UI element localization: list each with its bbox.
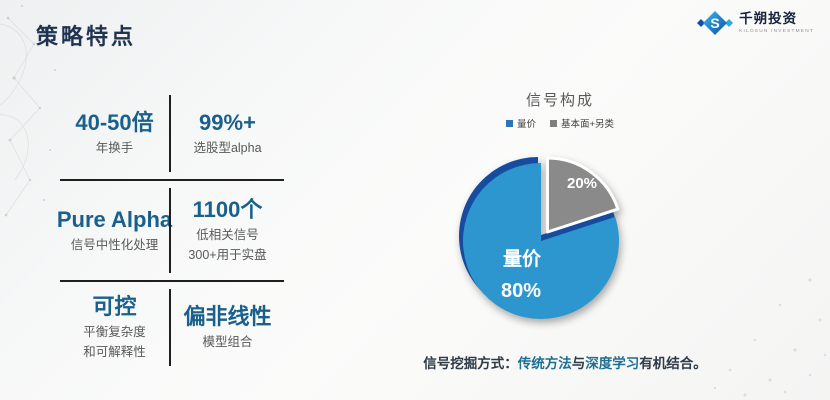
legend-item-fundamental: 基本面+另类 — [549, 116, 614, 130]
vertical-divider — [169, 95, 171, 172]
page-title: 策略特点 — [36, 24, 137, 49]
strategy-stats-grid: 40-50倍 年换手 99%+ 选股型alpha Pure Alpha 信号中性… — [56, 88, 284, 373]
horizontal-divider — [60, 280, 284, 282]
logo-diamond-icon: S — [697, 11, 734, 35]
signal-mining-caption: 信号挖掘方式：传统方法与深度学习有机结合。 — [423, 356, 707, 371]
stat-label: 和可解释性 — [83, 344, 146, 359]
chart-title: 信号构成 — [525, 92, 594, 109]
stat-label: 300+用于实盘 — [188, 247, 267, 262]
stat-label: 模型组合 — [202, 334, 253, 349]
pie-label-gray-percent: 20% — [567, 175, 597, 192]
stat-nonlinear: 偏非线性 模型组合 — [171, 282, 284, 373]
pie-slice-volume-price — [462, 163, 619, 319]
stat-alpha-type: 99%+ 选股型alpha — [171, 88, 284, 179]
stat-value: Pure Alpha — [56, 207, 173, 233]
legend-swatch-gray-icon — [549, 119, 557, 127]
stat-value: 偏非线性 — [183, 304, 272, 330]
signal-composition-pie-chart: 量价 80% 20% — [458, 156, 620, 319]
pie-slice-fundamental — [546, 156, 620, 234]
stat-controllable: 可控 平衡复杂度 和可解释性 — [60, 282, 169, 373]
logo-company-name: 千朔投资 — [739, 11, 798, 27]
pie-label-blue-percent: 80% — [501, 280, 541, 302]
stat-label: 低相关信号 — [196, 227, 259, 242]
legend-swatch-blue-icon — [505, 119, 513, 127]
logo-company-name-en: KILOSUN INVESTMENT — [739, 28, 814, 34]
stat-pure-alpha: Pure Alpha 信号中性化处理 — [56, 181, 173, 280]
stat-signal-count: 1100个 低相关信号 300+用于实盘 — [171, 181, 284, 280]
company-logo: S 千朔投资 KILOSUN INVESTMENT — [697, 9, 814, 37]
stat-label: 选股型alpha — [193, 140, 262, 155]
chart-legend: 量价 基本面+另类 — [410, 116, 710, 130]
caption-accent-traditional: 传统方法 — [517, 356, 572, 371]
vertical-divider — [169, 188, 171, 273]
stat-value: 1100个 — [192, 197, 263, 223]
stat-label: 平衡复杂度 — [83, 324, 146, 339]
svg-text:S: S — [710, 15, 719, 31]
legend-item-volume-price: 量价 — [505, 116, 536, 130]
pie-label-volume-price: 量价 — [503, 248, 542, 270]
horizontal-divider — [60, 179, 284, 181]
stat-label: 年换手 — [95, 140, 134, 155]
stats-row-1: 40-50倍 年换手 99%+ 选股型alpha — [60, 88, 284, 179]
stat-value: 99%+ — [199, 110, 256, 136]
dots-decoration-bottomright — [713, 278, 827, 397]
stat-label: 信号中性化处理 — [70, 237, 159, 252]
stat-value: 可控 — [92, 294, 137, 320]
stats-row-3: 可控 平衡复杂度 和可解释性 偏非线性 模型组合 — [60, 282, 284, 373]
stats-row-2: Pure Alpha 信号中性化处理 1100个 低相关信号 300+用于实盘 — [56, 181, 284, 280]
vertical-divider — [169, 289, 171, 366]
caption-accent-deep-learning: 深度学习 — [585, 356, 640, 371]
stat-value: 40-50倍 — [75, 110, 154, 136]
stat-turnover: 40-50倍 年换手 — [60, 88, 169, 179]
